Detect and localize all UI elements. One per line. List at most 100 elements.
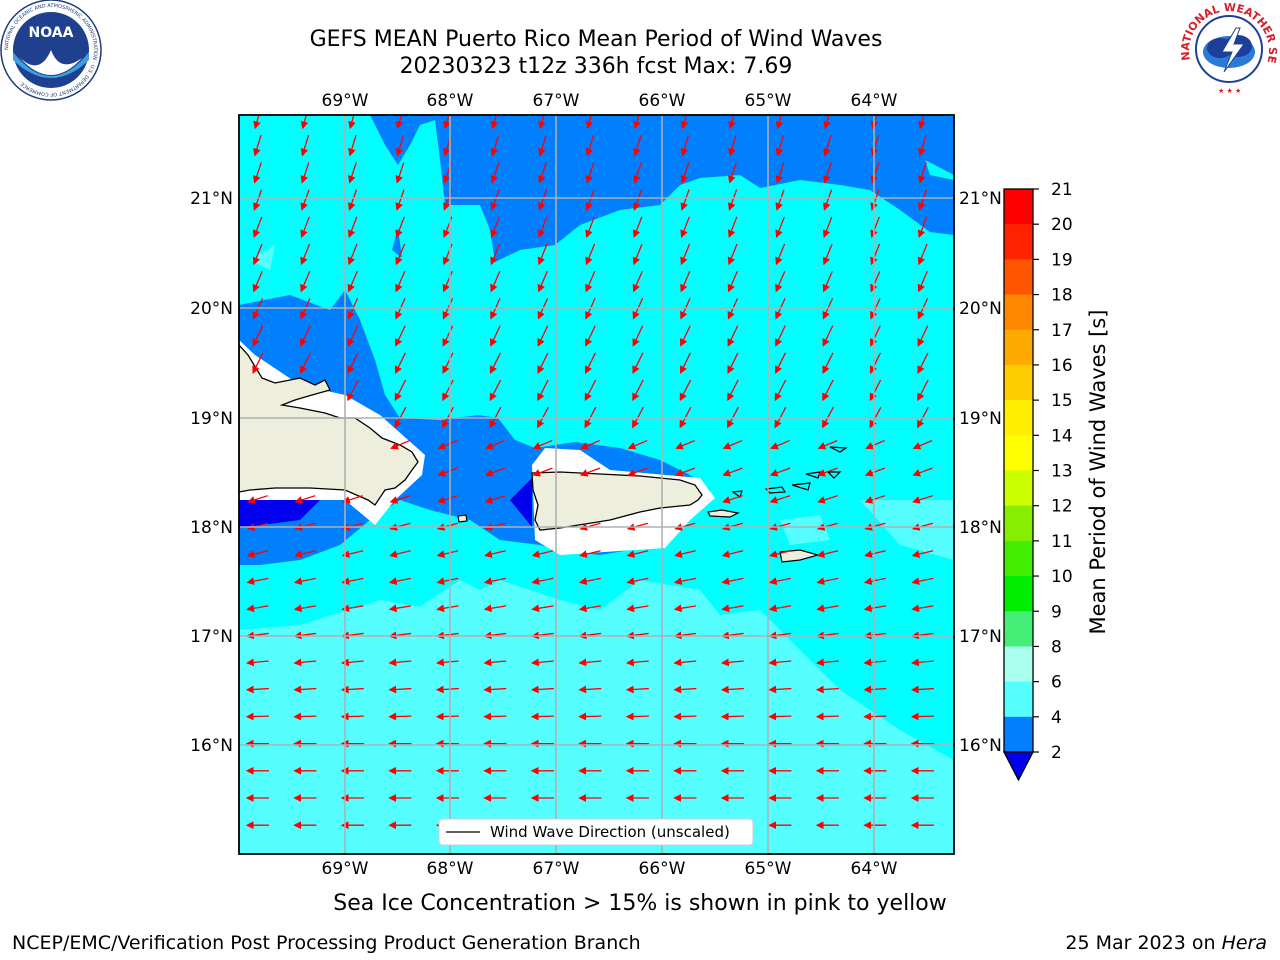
legend-label: Wind Wave Direction (unscaled) <box>490 823 730 841</box>
wind-wave-arrow <box>912 439 933 450</box>
lat-label-right-20: 20°N <box>959 299 1002 319</box>
wind-wave-arrow <box>530 685 554 694</box>
wind-wave-arrow <box>911 550 934 558</box>
wind-wave-arrow <box>490 189 500 211</box>
wind-wave-arrow <box>626 604 649 613</box>
wind-wave-arrow <box>680 270 691 293</box>
wind-wave-arrow <box>720 685 744 694</box>
wind-wave-arrow <box>815 712 839 721</box>
lat-label-right-19: 19°N <box>959 409 1002 429</box>
wind-wave-arrow <box>817 495 838 504</box>
lat-label-right-18: 18°N <box>959 518 1002 538</box>
wind-wave-arrow <box>252 189 263 211</box>
wind-wave-arrow <box>537 216 548 239</box>
wind-wave-arrow <box>817 439 838 450</box>
wind-wave-arrow <box>579 550 601 558</box>
wind-wave-arrow <box>721 522 744 531</box>
wind-wave-arrow <box>530 712 554 721</box>
colorbar-tick-label: 21 <box>1051 180 1073 200</box>
wind-wave-arrow <box>490 243 501 266</box>
lat-label-right-16: 16°N <box>959 736 1002 756</box>
lon-label-top-64: 64°W <box>851 91 898 111</box>
lon-label-top-68: 68°W <box>427 91 474 111</box>
wind-wave-arrow <box>489 379 502 402</box>
wind-wave-arrow <box>865 439 885 450</box>
wind-wave-arrow <box>300 216 310 239</box>
wind-wave-arrow <box>245 685 269 694</box>
wind-wave-arrow <box>442 270 453 293</box>
wind-wave-arrow <box>673 604 697 613</box>
colorbar-band <box>1004 400 1033 436</box>
wind-wave-arrow <box>394 352 407 374</box>
wind-wave-arrow <box>579 467 601 477</box>
wind-wave-arrow <box>585 189 595 211</box>
wind-wave-arrow <box>768 577 791 586</box>
colorbar-band <box>1004 540 1033 577</box>
wind-wave-arrow <box>870 325 881 347</box>
wind-wave-arrow <box>443 115 451 130</box>
footer-machine: Hera <box>1221 932 1267 954</box>
wind-wave-arrow <box>490 135 500 157</box>
wind-wave-arrow <box>869 379 882 402</box>
wind-wave-arrow <box>436 522 459 531</box>
wind-wave-arrow <box>769 467 791 477</box>
wind-wave-arrow <box>632 189 643 211</box>
wind-wave-arrow <box>395 115 404 130</box>
wind-wave-arrow <box>775 135 785 157</box>
wind-wave-arrow <box>580 439 600 450</box>
wind-wave-arrow <box>727 352 739 374</box>
wind-wave-arrow <box>537 243 548 266</box>
wind-wave-arrow <box>680 216 690 239</box>
colorbar-tick-label: 13 <box>1051 462 1073 482</box>
wind-wave-arrow <box>578 604 602 613</box>
wind-wave-arrow <box>822 352 834 374</box>
wind-wave-arrow <box>918 162 927 184</box>
wind-wave-arrow <box>578 685 602 694</box>
wind-wave-arrow <box>253 115 261 130</box>
lat-label-left-17: 17°N <box>190 627 233 647</box>
wind-wave-arrow <box>822 216 833 239</box>
wind-wave-arrow <box>484 550 506 558</box>
noaa-wordmark: NOAA <box>29 25 74 41</box>
wind-wave-arrow <box>673 685 697 694</box>
wind-wave-arrow <box>395 270 406 293</box>
wind-wave-arrow <box>823 115 831 130</box>
wind-wave-arrow <box>721 577 744 586</box>
colorbar-band <box>1004 189 1033 225</box>
wind-wave-arrow <box>912 467 933 477</box>
wind-wave-arrow <box>531 577 554 586</box>
lat-label-left-18: 18°N <box>190 518 233 538</box>
wind-wave-arrow <box>775 243 786 266</box>
colorbar-under-triangle <box>1002 751 1035 782</box>
wind-wave-arrow <box>722 495 743 504</box>
wind-wave-arrow <box>673 577 696 586</box>
wind-wave-arrow <box>775 115 784 130</box>
wind-wave-arrow <box>869 352 882 374</box>
colorbar-band <box>1004 716 1033 753</box>
lon-label-top-67: 67°W <box>533 91 580 111</box>
wind-wave-arrow <box>294 495 316 504</box>
wind-wave-arrow <box>490 162 500 184</box>
colorbar-band <box>1004 646 1033 683</box>
wind-wave-arrow <box>484 522 506 531</box>
wind-wave-arrow <box>293 604 317 613</box>
lat-label-left-19: 19°N <box>190 409 233 429</box>
colorbar-tick-label: 14 <box>1051 426 1073 446</box>
wind-wave-arrow <box>537 189 548 211</box>
wind-wave-arrow <box>627 467 648 477</box>
wind-wave-arrow <box>910 685 934 694</box>
map-legend: Wind Wave Direction (unscaled) <box>438 818 754 846</box>
wind-wave-arrow <box>673 712 697 721</box>
footer-date: 25 Mar 2023 on Hera <box>1065 932 1267 954</box>
wind-wave-arrow <box>910 712 934 721</box>
wind-wave-arrow <box>680 135 690 157</box>
colorbar-tick-label: 20 <box>1051 215 1073 235</box>
wind-wave-arrow <box>342 495 363 504</box>
wind-wave-arrow <box>347 379 359 402</box>
wind-wave-arrow <box>585 216 595 239</box>
wind-wave-arrow <box>585 243 596 266</box>
wind-wave-arrow <box>775 189 785 211</box>
wind-wave-arrow <box>633 135 642 157</box>
wind-wave-arrow <box>483 577 506 586</box>
